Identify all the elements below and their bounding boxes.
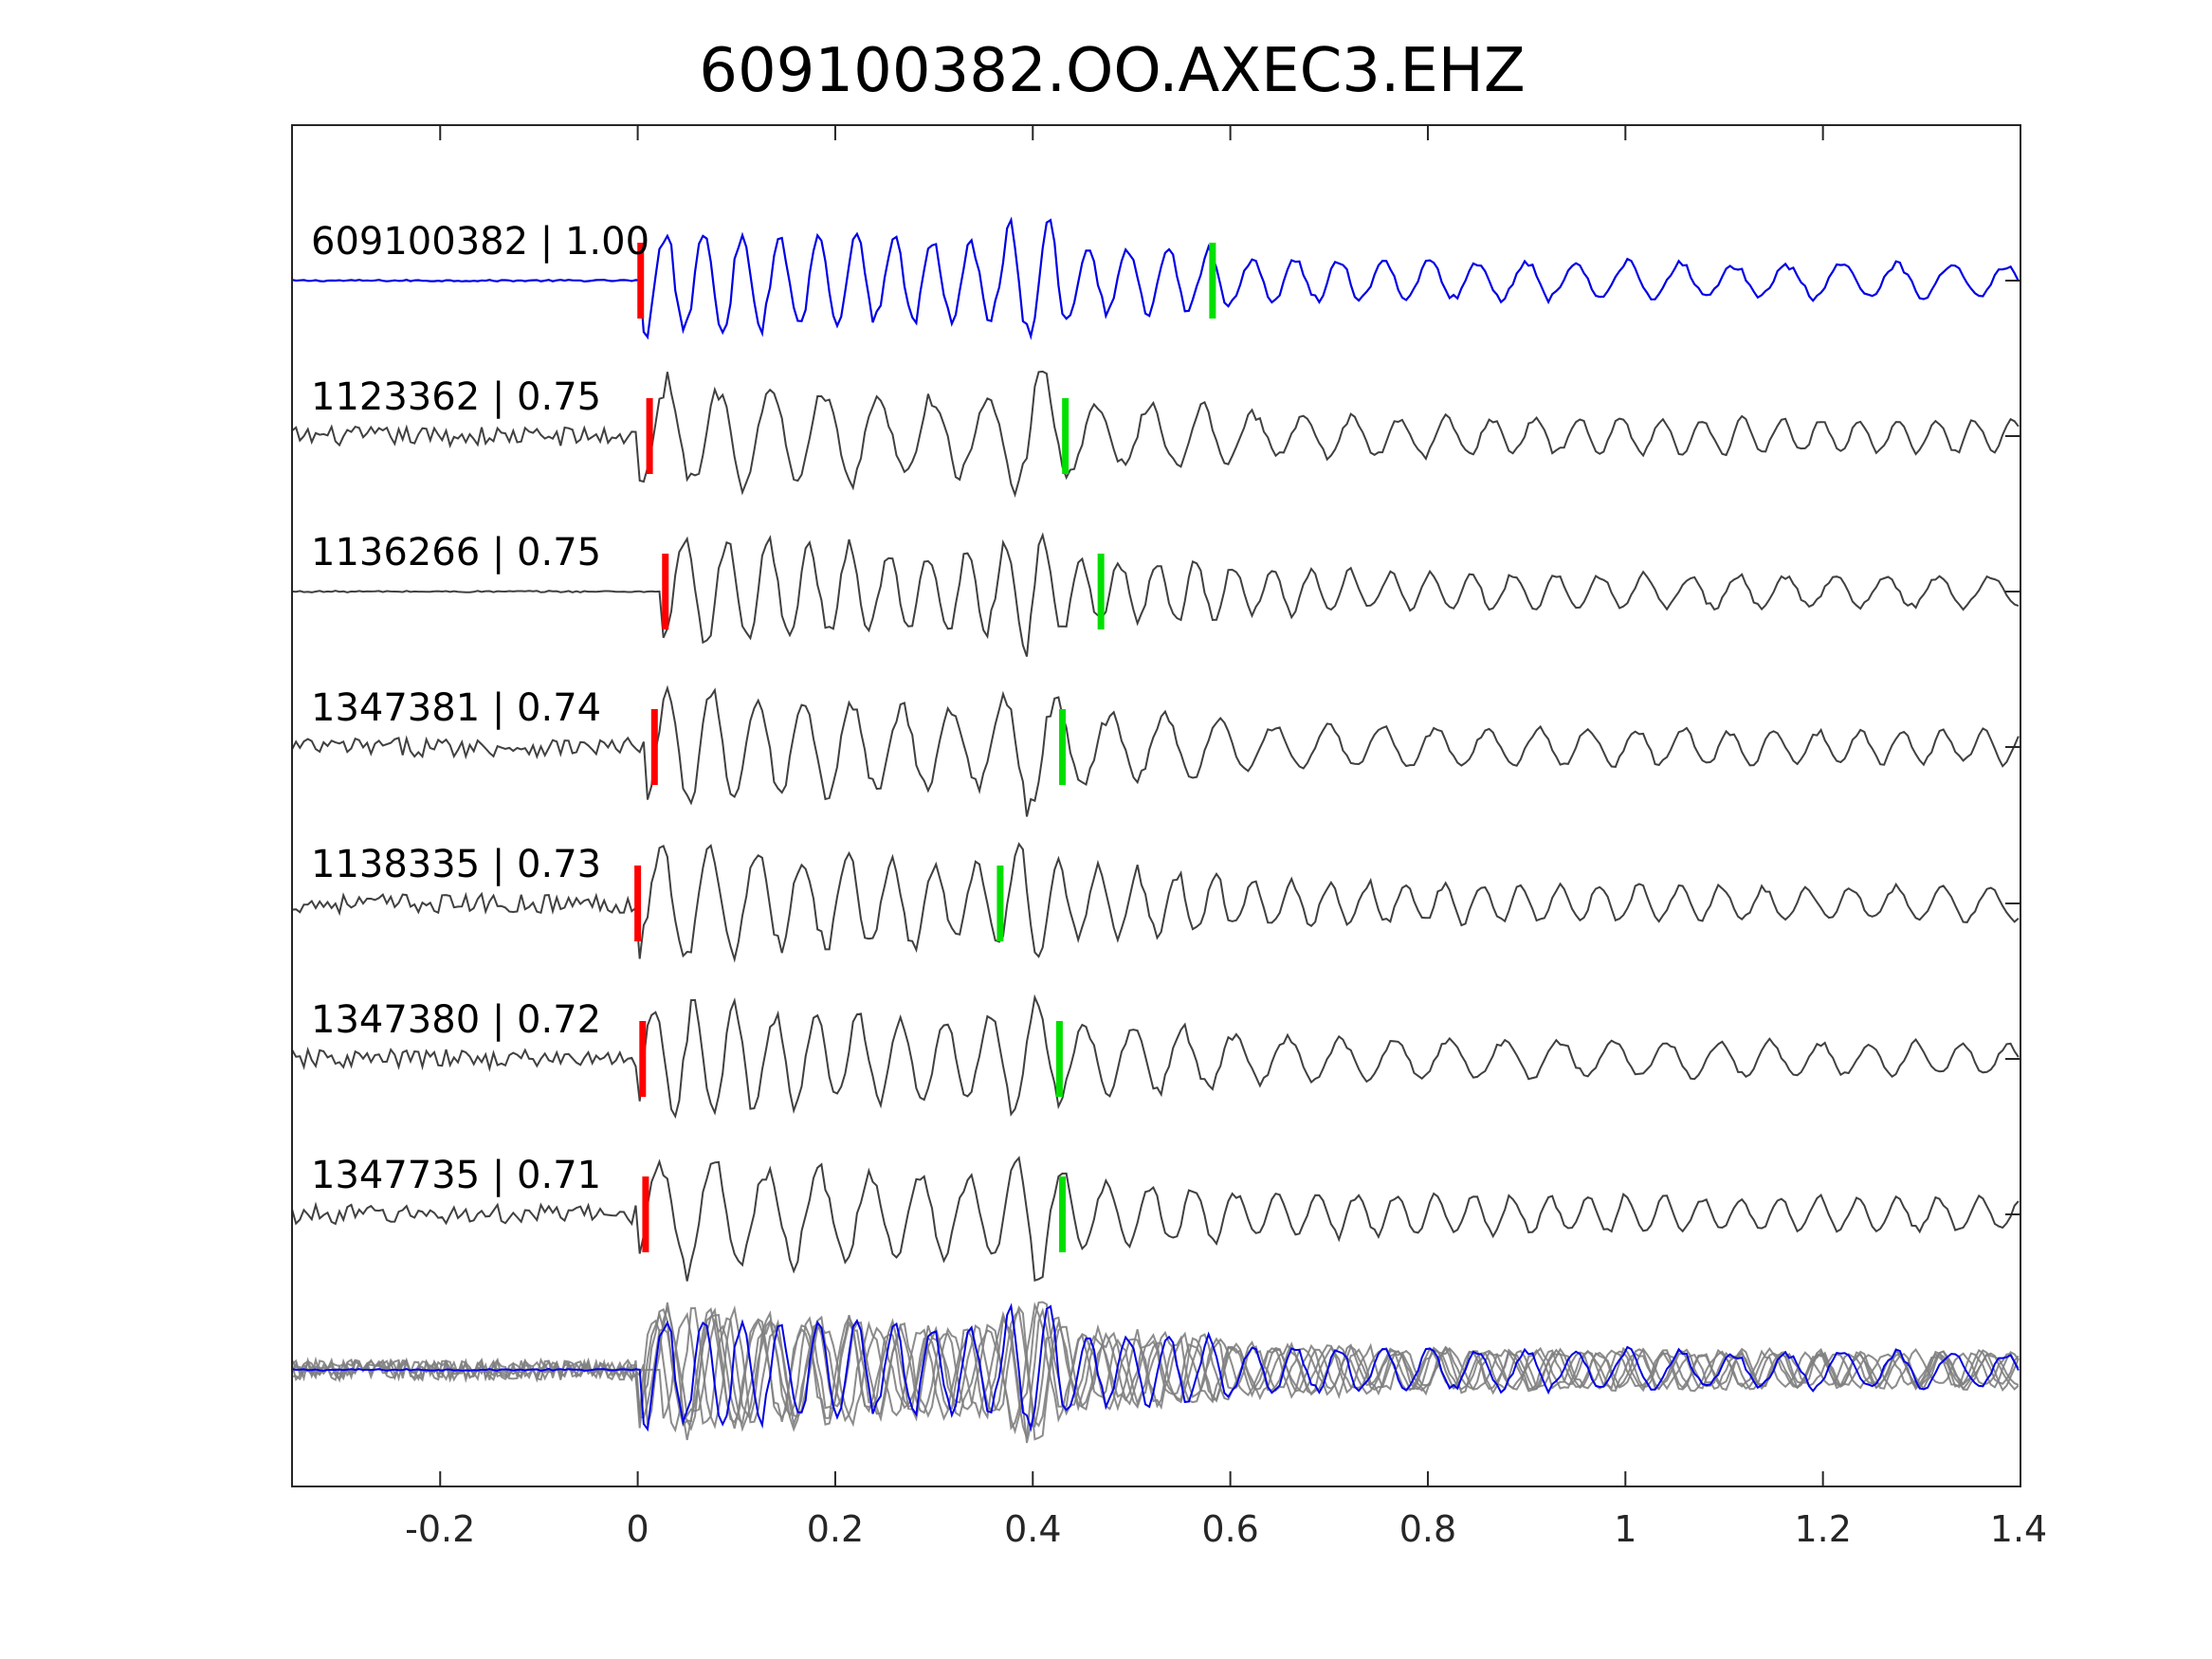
trace-label-1347380: 1347380 | 0.72 xyxy=(311,998,601,1042)
x-tick-label: 0 xyxy=(627,1508,649,1550)
waveform-1347380 xyxy=(291,994,2020,1120)
x-tick-label: 1.2 xyxy=(1794,1508,1851,1550)
traces-layer xyxy=(291,216,2020,1444)
waveform-1136266 xyxy=(291,532,2020,657)
x-tick-label: 0.2 xyxy=(807,1508,864,1550)
x-axis: -0.2 0 0.2 0.4 0.6 0.8 1 1.2 1.4 xyxy=(405,125,2047,1550)
stack-match-waveform xyxy=(291,1302,2020,1433)
waveform-1123362 xyxy=(291,370,2020,498)
x-tick-label: 1 xyxy=(1614,1508,1636,1550)
stack-template-waveform xyxy=(291,1303,2020,1432)
waveform-609100382 xyxy=(291,216,2020,340)
x-tick-label: 0.4 xyxy=(1004,1508,1061,1550)
trace-labels: 609100382 | 1.00 1123362 | 0.75 1136266 | … xyxy=(311,220,649,1197)
waveform-1138335 xyxy=(291,842,2020,963)
waveform-1347735 xyxy=(291,1156,2020,1283)
stack-match-waveform xyxy=(291,1308,2020,1441)
stack-match-waveform xyxy=(291,1301,2020,1435)
picks-layer xyxy=(634,243,1216,1252)
trace-label-1123362: 1123362 | 0.75 xyxy=(311,375,601,419)
x-tick-label: 0.6 xyxy=(1201,1508,1258,1550)
trace-label-1347735: 1347735 | 0.71 xyxy=(311,1154,601,1197)
stack-match-waveform xyxy=(291,1304,2020,1444)
trace-label-609100382: 609100382 | 1.00 xyxy=(311,220,649,264)
x-tick-label: -0.2 xyxy=(405,1508,475,1550)
waveform-1347381 xyxy=(291,684,2020,817)
trace-label-1347381: 1347381 | 0.74 xyxy=(311,686,601,730)
x-tick-label: 1.4 xyxy=(1990,1508,2047,1550)
chart-title: 609100382.OO.AXEC3.EHZ xyxy=(699,36,1526,106)
plot-frame xyxy=(291,124,2021,1487)
trace-label-1136266: 1136266 | 0.75 xyxy=(311,531,601,574)
x-tick-label: 0.8 xyxy=(1399,1508,1456,1550)
trace-label-1138335: 1138335 | 0.73 xyxy=(311,843,601,886)
